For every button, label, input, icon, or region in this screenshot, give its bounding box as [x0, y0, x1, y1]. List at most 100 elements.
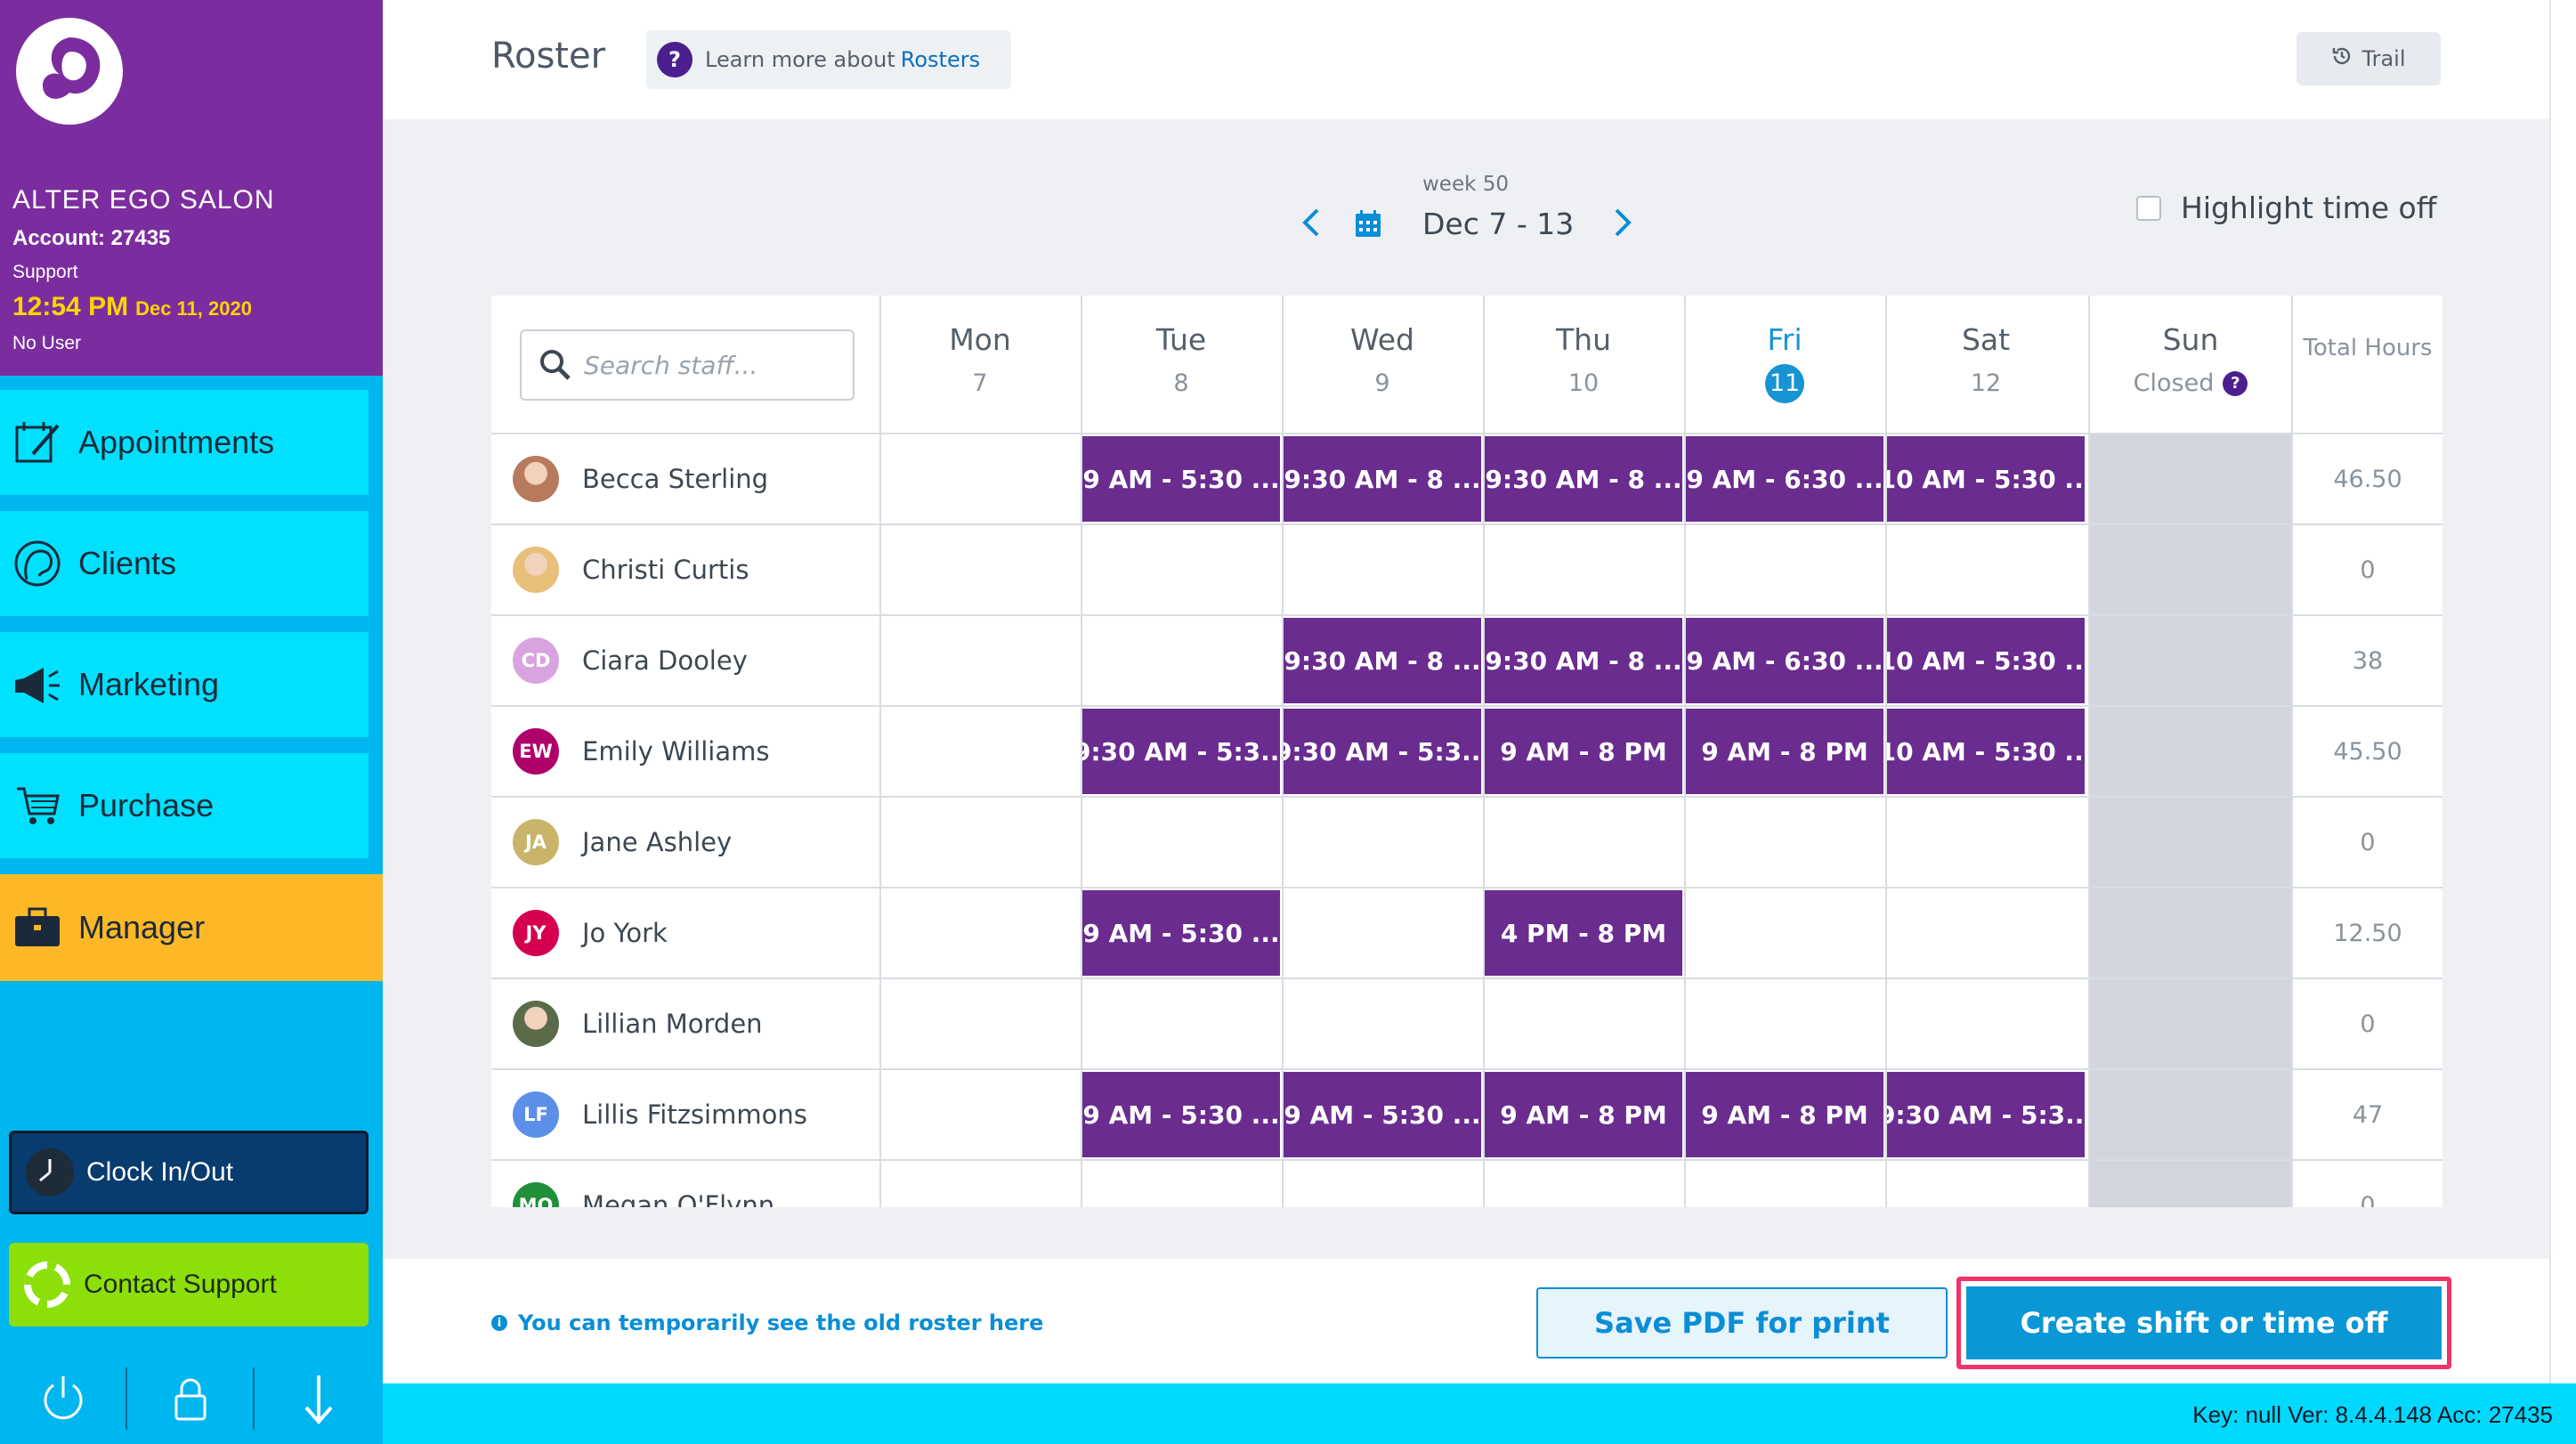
- nav-manager[interactable]: Manager: [0, 874, 383, 981]
- briefcase-icon: [11, 901, 64, 954]
- staff-row[interactable]: EW Emily Williams: [491, 707, 879, 796]
- status-bar: Key: null Ver: 8.4.4.148 Acc: 27435: [383, 1383, 2576, 1444]
- chevron-right-icon[interactable]: [1609, 205, 1636, 240]
- staff-name: Becca Sterling: [582, 464, 769, 494]
- lock-icon[interactable]: [127, 1367, 255, 1430]
- shift-block[interactable]: 9:30 AM - 8 ...: [1284, 436, 1481, 522]
- shift-block[interactable]: 9:30 AM - 5:3...: [1284, 709, 1481, 794]
- save-pdf-button[interactable]: Save PDF for print: [1536, 1287, 1948, 1359]
- nav-marketing[interactable]: Marketing: [0, 632, 369, 737]
- shift-block[interactable]: 9:30 AM - 8 ...: [1485, 618, 1682, 703]
- arrow-down-icon[interactable]: [255, 1367, 382, 1430]
- old-roster-link[interactable]: i You can temporarily see the old roster…: [491, 1310, 1043, 1335]
- shift-block[interactable]: 9 AM - 8 PM: [1686, 709, 1883, 794]
- nav-purchase[interactable]: Purchase: [0, 753, 369, 858]
- day-header-thu: Thu 10: [1483, 322, 1684, 397]
- highlight-time-off-label[interactable]: Highlight time off: [2181, 191, 2437, 225]
- total-hours: 38: [2352, 646, 2384, 675]
- row-divider: [491, 705, 2442, 707]
- staff-row[interactable]: CD Ciara Dooley: [491, 616, 879, 705]
- help-icon[interactable]: ?: [2223, 370, 2248, 396]
- shift-block[interactable]: 9 AM - 5:30 ...: [1082, 890, 1280, 976]
- search-staff-field[interactable]: [520, 329, 855, 401]
- calendar-icon[interactable]: [1353, 208, 1383, 239]
- highlight-time-off-checkbox[interactable]: [2136, 196, 2161, 221]
- nav-label: Purchase: [78, 787, 215, 823]
- column-divider: [879, 296, 881, 1207]
- avatar: [513, 456, 559, 502]
- day-header-fri: Fri 11: [1684, 322, 1885, 403]
- footer-bar: i You can temporarily see the old roster…: [383, 1259, 2549, 1383]
- column-divider: [2088, 296, 2090, 1207]
- shift-block[interactable]: 9 AM - 8 PM: [1485, 709, 1682, 794]
- power-icon[interactable]: [0, 1367, 127, 1430]
- learn-more-rosters-link[interactable]: Rosters: [900, 47, 981, 72]
- shift-block[interactable]: 9:30 AM - 5:3...: [1887, 1072, 2085, 1157]
- staff-row[interactable]: MO Megan O'Flynn: [491, 1161, 879, 1207]
- staff-name: Emily Williams: [582, 736, 770, 767]
- day-name: Thu: [1556, 322, 1611, 357]
- staff-row[interactable]: Christi Curtis: [491, 525, 879, 614]
- shift-block[interactable]: 9 AM - 5:30 ...: [1082, 436, 1280, 522]
- staff-row[interactable]: JY Jo York: [491, 888, 879, 978]
- search-staff-input[interactable]: [584, 350, 842, 380]
- trail-label: Trail: [2361, 46, 2406, 71]
- scrollbar-track[interactable]: [2549, 0, 2576, 1383]
- contact-support-button[interactable]: Contact Support: [9, 1243, 369, 1326]
- column-divider: [1885, 296, 1887, 1207]
- clock-in-out-button[interactable]: Clock In/Out: [9, 1131, 369, 1214]
- clock-icon: [26, 1148, 74, 1197]
- cart-icon: [11, 779, 64, 832]
- avatar: JY: [513, 910, 559, 956]
- staff-row[interactable]: Becca Sterling: [491, 434, 879, 523]
- shift-block[interactable]: 10 AM - 5:30 ...: [1887, 436, 2085, 522]
- staff-row[interactable]: Lillian Morden: [491, 979, 879, 1068]
- staff-name: Megan O'Flynn: [582, 1190, 775, 1207]
- shift-block[interactable]: 10 AM - 5:30 ...: [1887, 709, 2085, 794]
- shift-block[interactable]: 9 AM - 8 PM: [1686, 1072, 1883, 1157]
- chevron-left-icon[interactable]: [1298, 205, 1324, 240]
- row-divider: [491, 796, 2442, 798]
- nav-label: Clients: [78, 545, 177, 581]
- staff-row[interactable]: LF Lillis Fitzsimmons: [491, 1070, 879, 1159]
- total-hours: 45.50: [2333, 737, 2402, 766]
- shift-block[interactable]: 9:30 AM - 8 ...: [1485, 436, 1682, 522]
- day-name: Fri: [1767, 322, 1802, 357]
- shift-block[interactable]: 9:30 AM - 5:3...: [1082, 709, 1280, 794]
- sidebar: ALTER EGO SALON Account: 27435 Support 1…: [0, 0, 383, 1444]
- column-divider: [1684, 296, 1686, 1207]
- old-roster-text: You can temporarily see the old roster h…: [518, 1310, 1044, 1335]
- top-bar: Roster ? Learn more about Rosters Trail: [383, 0, 2549, 119]
- trail-button[interactable]: Trail: [2297, 32, 2441, 85]
- create-shift-button[interactable]: Create shift or time off: [1966, 1286, 2442, 1359]
- salon-logo[interactable]: [16, 18, 123, 125]
- total-hours-header: Total Hours: [2303, 335, 2433, 361]
- day-date: 11: [1765, 364, 1804, 403]
- calendar-edit-icon: [11, 416, 64, 469]
- day-date: 10: [1567, 369, 1600, 397]
- day-date: 12: [1970, 369, 2002, 397]
- info-icon: i: [491, 1315, 507, 1331]
- shift-block[interactable]: 9 AM - 5:30 ...: [1082, 1072, 1280, 1157]
- avatar: LF: [513, 1091, 559, 1138]
- staff-name: Jane Ashley: [582, 827, 733, 857]
- shift-block[interactable]: 10 AM - 5:30 ...: [1887, 618, 2085, 703]
- closed-label: Closed: [2133, 369, 2215, 397]
- shift-block[interactable]: 9 AM - 5:30 ...: [1284, 1072, 1481, 1157]
- day-date: 8: [1173, 369, 1189, 397]
- shift-block[interactable]: 4 PM - 8 PM: [1485, 890, 1682, 976]
- clock-time: 12:54 PM: [12, 292, 129, 321]
- search-icon: [538, 347, 573, 383]
- row-divider: [491, 978, 2442, 979]
- staff-row[interactable]: JA Jane Ashley: [491, 798, 879, 887]
- shift-block[interactable]: 9:30 AM - 8 ...: [1284, 618, 1481, 703]
- shift-block[interactable]: 9 AM - 6:30 ...: [1686, 618, 1883, 703]
- nav-appointments[interactable]: Appointments: [0, 390, 369, 495]
- avatar: JA: [513, 819, 559, 865]
- learn-more-link[interactable]: ? Learn more about Rosters: [646, 30, 1011, 89]
- day-header-wed: Wed 9: [1282, 322, 1483, 397]
- nav-clients[interactable]: Clients: [0, 511, 369, 616]
- shift-block[interactable]: 9 AM - 8 PM: [1485, 1072, 1682, 1157]
- shift-block[interactable]: 9 AM - 6:30 ...: [1686, 436, 1883, 522]
- day-header-mon: Mon 7: [879, 322, 1081, 397]
